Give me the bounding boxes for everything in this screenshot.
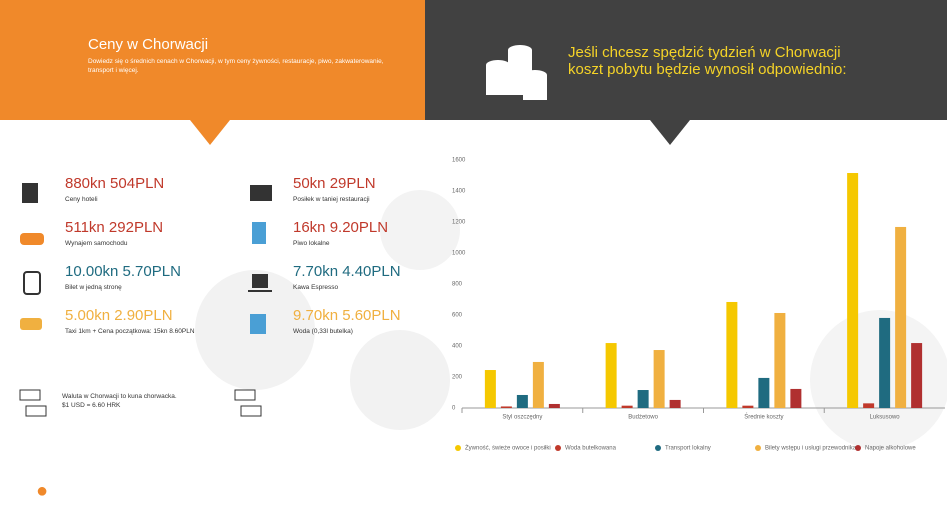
y-tick-label: 1400 [452,189,466,195]
legend-label: Woda butelkowana [565,446,617,452]
currency-note: Waluta w Chorwacji to kuna chorwacka. $1… [62,392,177,410]
price: 16kn 9.20PLN [293,219,389,236]
decor [0,0,947,450]
price-label: Posiłek w taniej restauracji [293,196,370,203]
y-tick-label: 600 [452,313,463,319]
license: This infographics was created by the hik… [527,487,943,497]
bar [895,226,907,408]
y-tick-label: 1000 [452,251,466,257]
chart: 0 200 400 600 800 1000 1200 1400 1600 Styl oszczę… [452,158,945,452]
bar [742,405,754,408]
bar [879,317,891,408]
legend-label: Bilety wstępu i usługi przewodnika [765,446,857,452]
bar [669,399,681,408]
bar [847,173,859,408]
legend-swatch [555,445,561,451]
price-label: Piwo lokalne [293,240,330,247]
price: 10.00kn 5.70PLN [65,263,181,280]
price-label: Wynajem samochodu [65,240,128,247]
y-tick-label: 400 [452,344,463,350]
y-tick-label: 200 [452,375,463,381]
legend-label: Żywność, świeże owoce i posiłki [465,445,551,452]
y-tick-label: 0 [452,406,456,412]
bar [605,343,617,408]
y-tick-label: 1600 [452,158,466,164]
coin-decor [350,330,450,430]
legend-swatch [755,445,761,451]
price-item: 880kn 504PLN Ceny hoteli [65,175,215,204]
header-title: Ceny w Chorwacji [88,36,209,53]
price-item: 16kn 9.20PLN Piwo lokalne [293,219,443,248]
legend-swatch [655,445,661,451]
bar [548,403,560,408]
note-line: Waluta w Chorwacji to kuna chorwacka. [62,393,177,400]
header-arrow [190,120,230,145]
legend-swatch [455,445,461,451]
bar [726,301,738,408]
bar [637,390,649,408]
price-item: 5.00kn 2.90PLN Taxi 1km + Cena początkowa… [65,307,215,336]
legend-label: Transport lokalny [665,446,711,452]
x-tick-label: Luksusowo [870,415,901,421]
x-tick-label: Budżetowo [628,415,658,421]
bar [500,406,512,408]
header-arrow [650,120,690,145]
bar [758,377,770,408]
price-label: Kawa Espresso [293,284,339,291]
legend-label: Napoje alkoholowe [865,446,916,452]
logo-text: bay [101,480,136,502]
bar [653,350,665,408]
price-item: 9.70kn 5.60PLN Woda (0,33l butelka) [293,307,443,336]
bar [911,343,923,408]
price-item: 50kn 29PLN Posiłek w taniej restauracji [293,175,443,204]
logo: ●hikersbay [36,480,136,502]
header-subtitle: Dowiedz się o średnich cenach w Chorwacj… [88,58,384,74]
y-tick-label: 800 [452,282,463,288]
title-line: koszt pobytu będzie wynosił odpowiednio: [568,61,847,79]
y-tick-label: 1200 [452,220,466,226]
x-tick-label: Styl oszczędny [502,415,542,421]
price: 7.70kn 4.40PLN [293,263,401,280]
price-icons [19,183,272,417]
price-label: Woda (0,33l butelka) [293,328,353,335]
bar [621,405,633,408]
bar [484,370,496,408]
x-tick-label: Średnie koszty [744,413,783,421]
bar [790,388,802,408]
bar [532,361,544,408]
bar [516,394,528,408]
price: 5.00kn 2.90PLN [65,307,173,324]
price-label: Ceny hoteli [65,196,98,203]
bar [863,403,875,408]
price: 50kn 29PLN [293,175,376,192]
price-label: Bilet w jedną stronę [65,284,122,291]
price-item: 511kn 292PLN Wynajem samochodu [65,219,215,248]
price-item: 10.00kn 5.70PLN Bilet w jedną stronę [65,263,215,292]
header-left-bg [0,0,425,120]
note-line: $1 USD = 6.60 HRK [62,402,121,410]
price: 880kn 504PLN [65,175,165,192]
price-item: 7.70kn 4.40PLN Kawa Espresso [293,263,443,292]
title-line: Jeśli chcesz spędzić tydzień w Chorwacji [568,44,841,61]
bar [774,312,786,408]
header-right-title: Jeśli chcesz spędzić tydzień w Chorwacji… [568,44,847,79]
logo-text: hikers [48,480,102,502]
coin-decor [380,190,460,270]
legend-swatch [855,445,861,451]
coins-icon [486,45,547,100]
price-label: Taxi 1km + Cena początkowa: 15kn 8.60PLN [65,328,195,335]
price: 9.70kn 5.60PLN [293,307,401,324]
price: 511kn 292PLN [65,219,164,236]
